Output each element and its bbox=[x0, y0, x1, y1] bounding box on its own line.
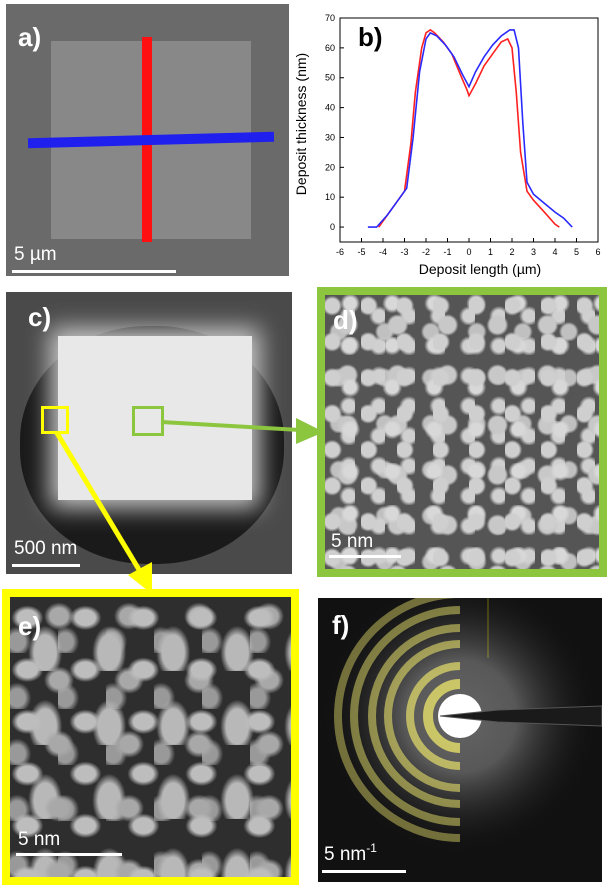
y-tick-label: 40 bbox=[325, 103, 335, 113]
nanoparticle-texture: d) 5 nm bbox=[325, 295, 599, 569]
scale-bar-label: 500 nm bbox=[14, 538, 78, 559]
y-tick-label: 10 bbox=[325, 192, 335, 202]
panel-f-diffraction: f) 5 nm-1 bbox=[318, 598, 602, 882]
scale-bar bbox=[12, 270, 176, 273]
crystallite-texture: e) 5 nm bbox=[10, 597, 291, 877]
x-tick-label: 5 bbox=[574, 247, 579, 257]
series-line-2 bbox=[367, 29, 573, 228]
panel-label: b) bbox=[358, 22, 383, 52]
x-tick-label: 4 bbox=[552, 247, 557, 257]
x-tick-label: 1 bbox=[488, 247, 493, 257]
panel-label: d) bbox=[333, 305, 358, 335]
panel-c-sem-image: c) 500 nm bbox=[6, 292, 292, 574]
panel-label: f) bbox=[332, 610, 349, 640]
panel-label: e) bbox=[18, 611, 42, 641]
scale-bar bbox=[16, 853, 122, 856]
y-axis-label: Deposit thickness (nm) bbox=[293, 53, 309, 195]
scale-bar-label: 5 µm bbox=[14, 244, 57, 265]
x-tick-label: -5 bbox=[357, 247, 365, 257]
x-tick-label: -2 bbox=[422, 247, 430, 257]
scale-bar bbox=[12, 564, 80, 567]
beam-stopper bbox=[439, 705, 602, 727]
x-tick-label: 6 bbox=[595, 247, 600, 257]
panel-b-chart: -6 -5 -4 -3 -2 -1 0 1 2 3 4 5 6 0 10 20 30 40 50 60 70 b) De… bbox=[290, 4, 610, 282]
series-line-1 bbox=[378, 28, 560, 228]
x-tick-label: -6 bbox=[336, 247, 344, 257]
y-tick-label: 50 bbox=[325, 73, 335, 83]
x-tick-label: 2 bbox=[509, 247, 514, 257]
y-tick-label: 60 bbox=[325, 43, 335, 53]
panel-d-hr-image: d) 5 nm bbox=[317, 287, 607, 577]
x-tick-label: 0 bbox=[466, 247, 471, 257]
green-selection-box bbox=[132, 406, 164, 436]
x-tick-label: 3 bbox=[531, 247, 536, 257]
x-tick-label: -1 bbox=[443, 247, 451, 257]
x-axis-label: Deposit length (µm) bbox=[419, 261, 541, 277]
x-tick-label: -3 bbox=[400, 247, 408, 257]
scale-bar bbox=[322, 870, 406, 873]
panel-e-hr-image: e) 5 nm bbox=[2, 589, 299, 885]
panel-label: c) bbox=[28, 302, 52, 332]
x-tick-label: -4 bbox=[379, 247, 387, 257]
y-tick-label: 70 bbox=[325, 13, 335, 23]
diffraction-pattern: f) 5 nm-1 bbox=[320, 598, 602, 873]
y-tick-label: 30 bbox=[325, 132, 335, 142]
scale-bar bbox=[329, 555, 401, 558]
indexed-rings bbox=[334, 598, 460, 842]
y-tick-label: 0 bbox=[330, 222, 335, 232]
panel-a-sem-image: a) 5 µm bbox=[6, 4, 289, 276]
yellow-selection-box bbox=[41, 406, 69, 434]
y-tick-label: 20 bbox=[325, 162, 335, 172]
scale-bar-label: 5 nm bbox=[331, 531, 374, 552]
scale-bar-label: 5 nm bbox=[18, 829, 61, 850]
scale-bar-label: 5 nm-1 bbox=[324, 841, 377, 865]
panel-label: a) bbox=[18, 22, 42, 52]
